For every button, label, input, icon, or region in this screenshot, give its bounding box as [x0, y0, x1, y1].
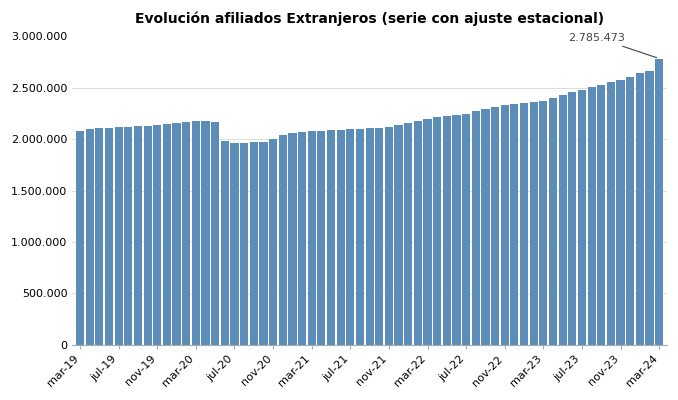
Title: Evolución afiliados Extranjeros (serie con ajuste estacional): Evolución afiliados Extranjeros (serie c…: [135, 11, 604, 26]
Bar: [240, 143, 248, 344]
Bar: [269, 139, 277, 344]
Bar: [96, 128, 104, 344]
Bar: [124, 127, 132, 344]
Bar: [327, 130, 335, 344]
Bar: [298, 132, 306, 344]
Bar: [308, 132, 316, 344]
Bar: [404, 123, 412, 344]
Bar: [559, 95, 567, 344]
Bar: [636, 74, 644, 344]
Bar: [616, 80, 624, 344]
Bar: [452, 115, 460, 344]
Bar: [462, 114, 471, 344]
Bar: [655, 58, 663, 344]
Bar: [520, 103, 528, 344]
Bar: [395, 125, 403, 344]
Bar: [115, 127, 123, 344]
Bar: [433, 117, 441, 344]
Bar: [85, 130, 94, 344]
Bar: [192, 121, 200, 344]
Bar: [645, 71, 654, 344]
Bar: [288, 133, 296, 344]
Bar: [414, 121, 422, 344]
Bar: [472, 112, 480, 344]
Bar: [172, 123, 180, 344]
Bar: [511, 104, 519, 344]
Bar: [153, 125, 161, 344]
Bar: [607, 82, 615, 344]
Bar: [221, 141, 229, 344]
Bar: [231, 143, 239, 344]
Bar: [250, 142, 258, 344]
Bar: [385, 127, 393, 344]
Bar: [481, 109, 490, 344]
Bar: [365, 128, 374, 344]
Bar: [279, 135, 287, 344]
Bar: [568, 92, 576, 344]
Bar: [549, 98, 557, 344]
Bar: [163, 124, 171, 344]
Bar: [539, 101, 547, 344]
Bar: [578, 90, 586, 344]
Text: 2.785.473: 2.785.473: [569, 33, 656, 58]
Bar: [500, 105, 509, 344]
Bar: [105, 128, 113, 344]
Bar: [424, 119, 432, 344]
Bar: [182, 122, 191, 344]
Bar: [530, 102, 538, 344]
Bar: [491, 107, 499, 344]
Bar: [317, 131, 325, 344]
Bar: [201, 121, 210, 344]
Bar: [211, 122, 219, 344]
Bar: [144, 126, 152, 344]
Bar: [346, 130, 355, 344]
Bar: [588, 87, 596, 344]
Bar: [134, 126, 142, 344]
Bar: [76, 132, 84, 344]
Bar: [626, 76, 635, 344]
Bar: [443, 116, 451, 344]
Bar: [260, 142, 268, 344]
Bar: [336, 130, 345, 344]
Bar: [356, 129, 364, 344]
Bar: [375, 128, 383, 344]
Bar: [597, 85, 605, 344]
